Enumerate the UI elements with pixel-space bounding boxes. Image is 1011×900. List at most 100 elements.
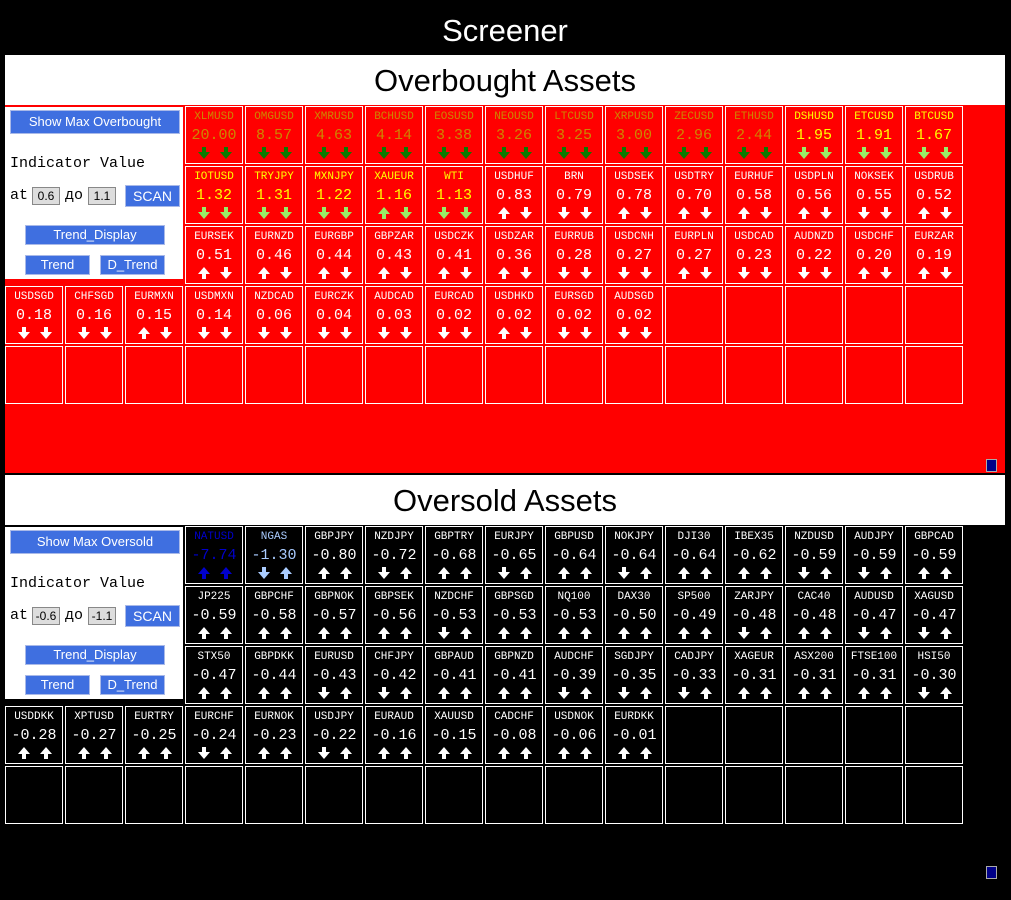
asset-cell-usdhuf[interactable]: USDHUF 0.83 [485,166,543,224]
asset-cell-mxnjpy[interactable]: MXNJPY 1.22 [305,166,363,224]
asset-cell-dji30[interactable]: DJI30 -0.64 [665,526,723,584]
asset-cell-gbptry[interactable]: GBPTRY -0.68 [425,526,483,584]
asset-cell-nzdusd[interactable]: NZDUSD -0.59 [785,526,843,584]
asset-cell-eurdkk[interactable]: EURDKK -0.01 [605,706,663,764]
trend-display-button[interactable]: Trend_Display [25,225,165,245]
asset-cell-eurgbp[interactable]: EURGBP 0.44 [305,226,363,284]
asset-cell-chfjpy[interactable]: CHFJPY -0.42 [365,646,423,704]
asset-cell-nzdchf[interactable]: NZDCHF -0.53 [425,586,483,644]
asset-cell-audusd[interactable]: AUDUSD -0.47 [845,586,903,644]
asset-cell-neousd[interactable]: NEOUSD 3.26 [485,106,543,164]
asset-cell-eosusd[interactable]: EOSUSD 3.38 [425,106,483,164]
asset-cell-eurnok[interactable]: EURNOK -0.23 [245,706,303,764]
asset-cell-gbpdkk[interactable]: GBPDKK -0.44 [245,646,303,704]
asset-cell-usdtry[interactable]: USDTRY 0.70 [665,166,723,224]
scan-button[interactable]: SCAN [125,605,180,627]
asset-cell-usddkk[interactable]: USDDKK -0.28 [5,706,63,764]
asset-cell-usdczk[interactable]: USDCZK 0.41 [425,226,483,284]
trend-button[interactable]: Trend [25,255,90,275]
show-max-oversold-button[interactable]: Show Max Oversold [10,530,180,554]
asset-cell-ibex35[interactable]: IBEX35 -0.62 [725,526,783,584]
asset-cell-audcad[interactable]: AUDCAD 0.03 [365,286,423,344]
asset-cell-eurchf[interactable]: EURCHF -0.24 [185,706,243,764]
asset-cell-audsgd[interactable]: AUDSGD 0.02 [605,286,663,344]
asset-cell-gbpchf[interactable]: GBPCHF -0.58 [245,586,303,644]
asset-cell-sp500[interactable]: SP500 -0.49 [665,586,723,644]
asset-cell-nzdjpy[interactable]: NZDJPY -0.72 [365,526,423,584]
asset-cell-xlmusd[interactable]: XLMUSD 20.00 [185,106,243,164]
asset-cell-cac40[interactable]: CAC40 -0.48 [785,586,843,644]
asset-cell-euraud[interactable]: EURAUD -0.16 [365,706,423,764]
asset-cell-gbpzar[interactable]: GBPZAR 0.43 [365,226,423,284]
to-value-input[interactable]: -1.1 [88,607,116,625]
asset-cell-xrpusd[interactable]: XRPUSD 3.00 [605,106,663,164]
asset-cell-tryjpy[interactable]: TRYJPY 1.31 [245,166,303,224]
asset-cell-ethusd[interactable]: ETHUSD 2.44 [725,106,783,164]
asset-cell-btcusd[interactable]: BTCUSD 1.67 [905,106,963,164]
asset-cell-usdjpy[interactable]: USDJPY -0.22 [305,706,363,764]
asset-cell-usdpln[interactable]: USDPLN 0.56 [785,166,843,224]
asset-cell-usdcad[interactable]: USDCAD 0.23 [725,226,783,284]
asset-cell-audnzd[interactable]: AUDNZD 0.22 [785,226,843,284]
asset-cell-nzdcad[interactable]: NZDCAD 0.06 [245,286,303,344]
asset-cell-eurczk[interactable]: EURCZK 0.04 [305,286,363,344]
overbought-scroll-handle[interactable] [986,459,997,472]
asset-cell-eurnzd[interactable]: EURNZD 0.46 [245,226,303,284]
asset-cell-eurusd[interactable]: EURUSD -0.43 [305,646,363,704]
asset-cell-usdsgd[interactable]: USDSGD 0.18 [5,286,63,344]
d-trend-button[interactable]: D_Trend [100,255,165,275]
asset-cell-gbpnzd[interactable]: GBPNZD -0.41 [485,646,543,704]
asset-cell-stx50[interactable]: STX50 -0.47 [185,646,243,704]
asset-cell-audjpy[interactable]: AUDJPY -0.59 [845,526,903,584]
asset-cell-jp225[interactable]: JP225 -0.59 [185,586,243,644]
asset-cell-wti[interactable]: WTI 1.13 [425,166,483,224]
asset-cell-xauusd[interactable]: XAUUSD -0.15 [425,706,483,764]
show-max-overbought-button[interactable]: Show Max Overbought [10,110,180,134]
asset-cell-hsi50[interactable]: HSI50 -0.30 [905,646,963,704]
asset-cell-eursek[interactable]: EURSEK 0.51 [185,226,243,284]
asset-cell-zecusd[interactable]: ZECUSD 2.96 [665,106,723,164]
asset-cell-xptusd[interactable]: XPTUSD -0.27 [65,706,123,764]
scan-button[interactable]: SCAN [125,185,180,207]
oversold-scroll-handle[interactable] [986,866,997,879]
asset-cell-iotusd[interactable]: IOTUSD 1.32 [185,166,243,224]
d-trend-button[interactable]: D_Trend [100,675,165,695]
asset-cell-eurtry[interactable]: EURTRY -0.25 [125,706,183,764]
trend-display-button[interactable]: Trend_Display [25,645,165,665]
asset-cell-xmrusd[interactable]: XMRUSD 4.63 [305,106,363,164]
asset-cell-bchusd[interactable]: BCHUSD 4.14 [365,106,423,164]
asset-cell-asx200[interactable]: ASX200 -0.31 [785,646,843,704]
asset-cell-usdcnh[interactable]: USDCNH 0.27 [605,226,663,284]
asset-cell-usdzar[interactable]: USDZAR 0.36 [485,226,543,284]
asset-cell-xaueur[interactable]: XAUEUR 1.16 [365,166,423,224]
asset-cell-usdrub[interactable]: USDRUB 0.52 [905,166,963,224]
asset-cell-ltcusd[interactable]: LTCUSD 3.25 [545,106,603,164]
asset-cell-gbpcad[interactable]: GBPCAD -0.59 [905,526,963,584]
asset-cell-eurmxn[interactable]: EURMXN 0.15 [125,286,183,344]
asset-cell-ngas[interactable]: NGAS -1.30 [245,526,303,584]
asset-cell-eurzar[interactable]: EURZAR 0.19 [905,226,963,284]
asset-cell-usdchf[interactable]: USDCHF 0.20 [845,226,903,284]
asset-cell-gbpnok[interactable]: GBPNOK -0.57 [305,586,363,644]
asset-cell-natusd[interactable]: NATUSD -7.74 [185,526,243,584]
asset-cell-etcusd[interactable]: ETCUSD 1.91 [845,106,903,164]
asset-cell-noksek[interactable]: NOKSEK 0.55 [845,166,903,224]
asset-cell-usdsek[interactable]: USDSEK 0.78 [605,166,663,224]
asset-cell-eurhuf[interactable]: EURHUF 0.58 [725,166,783,224]
asset-cell-dax30[interactable]: DAX30 -0.50 [605,586,663,644]
from-value-input[interactable]: 0.6 [32,187,60,205]
from-value-input[interactable]: -0.6 [32,607,60,625]
asset-cell-gbpsgd[interactable]: GBPSGD -0.53 [485,586,543,644]
asset-cell-cadjpy[interactable]: CADJPY -0.33 [665,646,723,704]
asset-cell-chfsgd[interactable]: CHFSGD 0.16 [65,286,123,344]
asset-cell-gbpjpy[interactable]: GBPJPY -0.80 [305,526,363,584]
asset-cell-xageur[interactable]: XAGEUR -0.31 [725,646,783,704]
asset-cell-eurrub[interactable]: EURRUB 0.28 [545,226,603,284]
asset-cell-sgdjpy[interactable]: SGDJPY -0.35 [605,646,663,704]
asset-cell-nokjpy[interactable]: NOKJPY -0.64 [605,526,663,584]
asset-cell-gbpaud[interactable]: GBPAUD -0.41 [425,646,483,704]
asset-cell-usdmxn[interactable]: USDMXN 0.14 [185,286,243,344]
asset-cell-usdhkd[interactable]: USDHKD 0.02 [485,286,543,344]
asset-cell-nq100[interactable]: NQ100 -0.53 [545,586,603,644]
asset-cell-ftse100[interactable]: FTSE100 -0.31 [845,646,903,704]
